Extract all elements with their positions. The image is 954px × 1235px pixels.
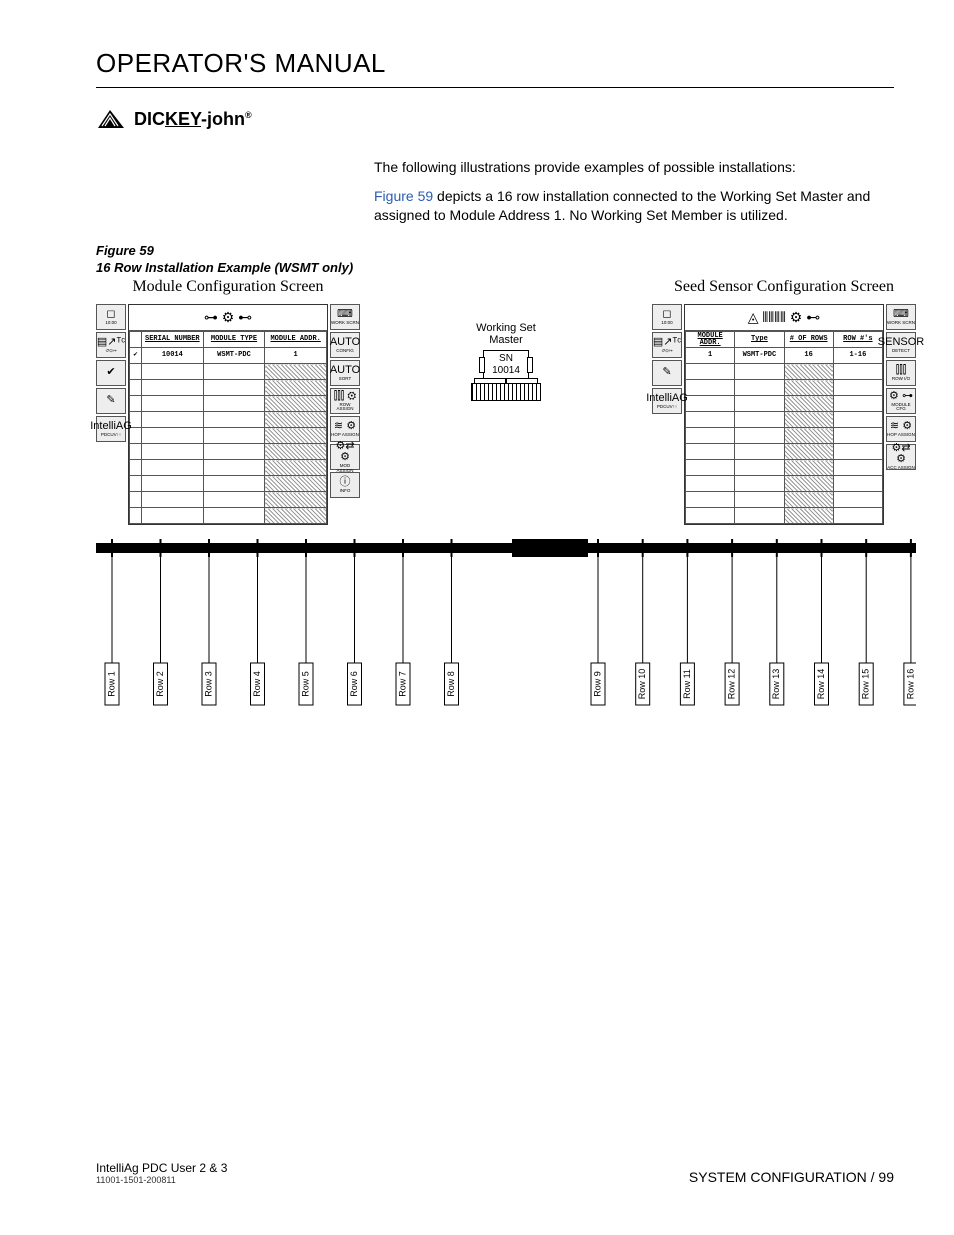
svg-text:Row 1: Row 1 xyxy=(106,671,116,697)
softkey-icon: ◻10:00 xyxy=(96,304,126,330)
module-right-icons: ⌨WORK SCRNAUTOCONFIGAUTOSORT⫿⫿⫿ ⚙ROW ASS… xyxy=(330,304,360,525)
softkey-icon: ⚙ ⊶MODULE CFG xyxy=(886,388,916,414)
svg-text:Row 4: Row 4 xyxy=(252,671,262,697)
softkey-icon: AUTOCONFIG xyxy=(330,332,360,358)
svg-text:Row 3: Row 3 xyxy=(203,671,213,697)
brand-logo-icon xyxy=(96,108,126,130)
ws-sn-box: SN 10014 xyxy=(483,350,529,379)
svg-text:Row 10: Row 10 xyxy=(637,669,647,700)
softkey-icon: ✎ xyxy=(96,388,126,414)
figure-link: Figure 59 xyxy=(374,188,433,204)
softkey-icon: ✔ xyxy=(96,360,126,386)
svg-text:Row 5: Row 5 xyxy=(300,671,310,697)
softkey-icon: ▤↗ᵀᶜ↺⊙↣ xyxy=(652,332,682,358)
working-set-master: Working Set Master SN 10014 xyxy=(466,322,546,401)
softkey-icon: ≋ ⚙HOP ASSIGN xyxy=(886,416,916,442)
module-center-panel: ⊶ ⚙ ⊷ SERIAL NUMBER MODULE TYPE MODULE A… xyxy=(128,304,328,525)
footer-docnum: 11001-1501-200811 xyxy=(96,1175,227,1185)
softkey-icon: ⌨WORK SCRN xyxy=(330,304,360,330)
softkey-icon: AUTOSORT xyxy=(330,360,360,386)
planter-bar-diagram: Row 1 Row 2 Row 3 Row 4 Row 5 Row 6 Row 7 Row 8… xyxy=(96,531,916,721)
softkey-icon: ⓘINFO xyxy=(330,472,360,498)
doc-title: OPERATOR'S MANUAL xyxy=(96,48,894,88)
module-table: SERIAL NUMBER MODULE TYPE MODULE ADDR. ✔… xyxy=(129,331,327,524)
figure-label: Figure 59 xyxy=(96,243,894,258)
softkey-icon: ⚙⇄ ⚙MOD ASSIGN xyxy=(330,444,360,470)
intro-paragraph: The following illustrations provide exam… xyxy=(374,158,874,177)
svg-text:Row 2: Row 2 xyxy=(155,671,165,697)
footer-left-line1: IntelliAg PDC User 2 & 3 xyxy=(96,1161,227,1175)
svg-text:Row 12: Row 12 xyxy=(726,669,736,700)
module-left-icons: ◻10:00▤↗ᵀᶜ↺⊙↣✔✎IntelliAGPDCUV↑↑ xyxy=(96,304,126,525)
softkey-icon: ▤↗ᵀᶜ↺⊙↣ xyxy=(96,332,126,358)
softkey-icon: ⚙⇄ ⚙ACC ASSIGN xyxy=(886,444,916,470)
seed-screen-title: Seed Sensor Configuration Screen xyxy=(674,278,894,296)
svg-text:Row 11: Row 11 xyxy=(682,669,692,699)
softkey-icon: ≋ ⚙HOP ASSIGN xyxy=(330,416,360,442)
softkey-icon: ⫿⫿⫿ ⚙ROW ASSIGN xyxy=(330,388,360,414)
svg-text:Row 14: Row 14 xyxy=(816,669,826,700)
softkey-icon: IntelliAGPDCUV↑↑ xyxy=(652,388,682,414)
module-panel-header: ⊶ ⚙ ⊷ xyxy=(129,305,327,331)
seed-panel-header: ◬ ⫴⫴⫴⫴ ⚙ ⊷ xyxy=(685,305,883,331)
seed-sensor-screen: Seed Sensor Configuration Screen ◻10:00▤… xyxy=(652,278,916,525)
svg-text:Row 9: Row 9 xyxy=(592,671,602,697)
svg-text:Row 13: Row 13 xyxy=(771,669,781,700)
svg-text:Row 6: Row 6 xyxy=(349,671,359,697)
brand-text: DICKEY-john® xyxy=(134,109,252,130)
softkey-icon: SENSORDETECT xyxy=(886,332,916,358)
seed-center-panel: ◬ ⫴⫴⫴⫴ ⚙ ⊷ MODULE ADDR. Type # OF ROWS R… xyxy=(684,304,884,525)
ws-module-icon xyxy=(471,383,541,401)
svg-text:Row 15: Row 15 xyxy=(861,669,871,700)
softkey-icon: ⌨WORK SCRN xyxy=(886,304,916,330)
brand-logo-row: DICKEY-john® xyxy=(96,108,894,130)
module-config-screen: Module Configuration Screen ◻10:00▤↗ᵀᶜ↺⊙… xyxy=(96,278,360,525)
seed-left-icons: ◻10:00▤↗ᵀᶜ↺⊙↣✎IntelliAGPDCUV↑↑ xyxy=(652,304,682,525)
seed-right-icons: ⌨WORK SCRNSENSORDETECT⫿⫿⫿ROW I/O⚙ ⊶MODUL… xyxy=(886,304,916,525)
body-text: The following illustrations provide exam… xyxy=(374,158,874,225)
footer: IntelliAg PDC User 2 & 3 11001-1501-2008… xyxy=(96,1161,894,1185)
softkey-icon: IntelliAGPDCUV↑↑ xyxy=(96,416,126,442)
softkey-icon: ✎ xyxy=(652,360,682,386)
figure-caption: 16 Row Installation Example (WSMT only) xyxy=(96,260,894,275)
svg-text:Row 7: Row 7 xyxy=(397,671,407,697)
module-screen-title: Module Configuration Screen xyxy=(132,278,323,296)
softkey-icon: ◻10:00 xyxy=(652,304,682,330)
seed-table: MODULE ADDR. Type # OF ROWS ROW #'s 1 WS… xyxy=(685,331,883,524)
softkey-icon: ⫿⫿⫿ROW I/O xyxy=(886,360,916,386)
figure-paragraph: Figure 59 depicts a 16 row installation … xyxy=(374,187,874,225)
footer-right: SYSTEM CONFIGURATION / 99 xyxy=(689,1169,894,1185)
svg-text:Row 8: Row 8 xyxy=(446,671,456,697)
diagram: Module Configuration Screen ◻10:00▤↗ᵀᶜ↺⊙… xyxy=(96,278,916,721)
svg-text:Row 16: Row 16 xyxy=(905,669,915,700)
